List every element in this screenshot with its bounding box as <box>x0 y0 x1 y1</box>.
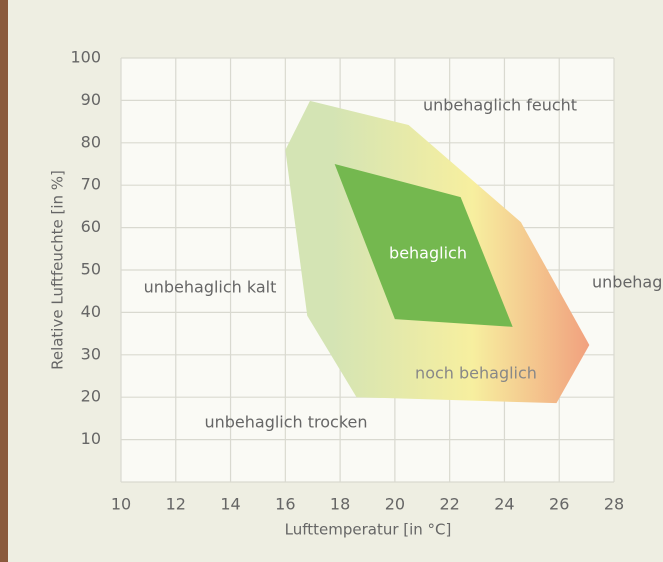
y-tick-label: 50 <box>81 260 101 279</box>
y-tick-label: 90 <box>81 90 101 109</box>
region-label: behaglich <box>389 244 467 263</box>
x-tick-label: 28 <box>604 495 624 514</box>
x-tick-label: 14 <box>220 495 240 514</box>
x-tick-label: 10 <box>111 495 131 514</box>
x-tick-label: 20 <box>385 495 405 514</box>
annotation: unbehaglich kalt <box>144 278 277 297</box>
x-tick-label: 24 <box>494 495 514 514</box>
y-tick-label: 60 <box>81 217 101 236</box>
x-tick-label: 22 <box>439 495 459 514</box>
y-tick-label: 80 <box>81 132 101 151</box>
annotation: unbehaglich warm <box>592 273 663 292</box>
annotation: unbehaglich feucht <box>423 96 577 115</box>
y-tick-label: 10 <box>81 429 101 448</box>
photo-edge <box>0 0 8 562</box>
chart: Lufttemperatur [in °C] Relative Luftfeuc… <box>0 0 663 562</box>
y-tick-label: 30 <box>81 344 101 363</box>
y-tick-label: 20 <box>81 387 101 406</box>
x-tick-label: 12 <box>166 495 186 514</box>
x-tick-label: 16 <box>275 495 295 514</box>
y-tick-label: 70 <box>81 175 101 194</box>
y-axis-label: Relative Luftfeuchte [in %] <box>49 170 67 370</box>
y-tick-label: 40 <box>81 302 101 321</box>
region-label: noch behaglich <box>415 364 537 383</box>
x-tick-label: 26 <box>549 495 569 514</box>
annotation: unbehaglich trocken <box>204 413 367 432</box>
page: Lufttemperatur [in °C] Relative Luftfeuc… <box>0 0 663 562</box>
x-axis-label: Lufttemperatur [in °C] <box>285 521 452 539</box>
x-tick-label: 18 <box>330 495 350 514</box>
y-tick-label: 100 <box>70 48 101 67</box>
